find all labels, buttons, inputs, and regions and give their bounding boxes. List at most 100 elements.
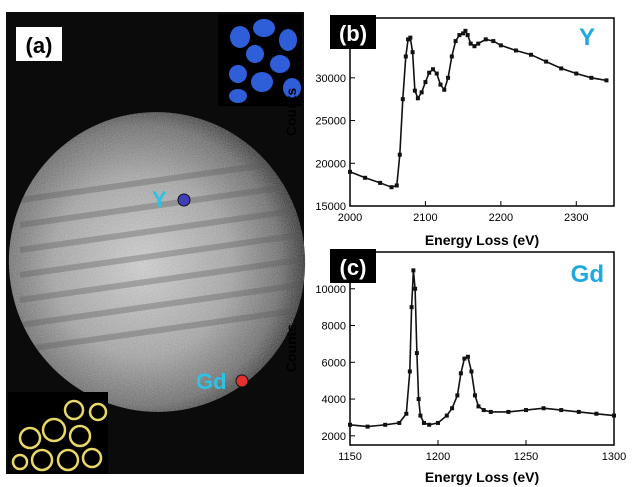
panel-b-xtick-label: 2200 (489, 212, 513, 224)
panel-c-xtick-label: 1200 (426, 451, 450, 463)
gd-map-inset (8, 392, 108, 474)
panel-c-data-point (409, 305, 414, 310)
panel-c-data-point (541, 406, 546, 411)
panel-b-data-point (415, 96, 420, 101)
panel-b-data-point (544, 59, 549, 64)
y-map-inset (218, 14, 302, 106)
panel-c-data-point (462, 356, 467, 361)
panel-c-plot-area (349, 251, 615, 446)
panel-c-data-point (411, 268, 416, 273)
panel-c-data-point (397, 420, 402, 425)
panel-c-xtick-label: 1250 (514, 451, 538, 463)
panel-b-xtick-label: 2300 (564, 212, 588, 224)
panel-b-data-point (419, 90, 424, 95)
panel-b-data-point (410, 50, 415, 55)
panel-c-data-point (416, 397, 421, 402)
panel-c-label: (c) (340, 255, 367, 280)
panel-c-label-box (330, 249, 376, 283)
panel-b-data-point (442, 87, 447, 92)
panel-b-data-point (438, 82, 443, 87)
panel-b-series-line (349, 29, 607, 189)
panel-c-data-point (481, 408, 486, 413)
panel-b-data-point (408, 35, 413, 40)
panel-c-ytick-label: 10000 (315, 284, 346, 296)
panel-c-data-point (559, 408, 564, 413)
panel-c-element-label: Gd (571, 261, 604, 288)
panel-b-data-point (430, 67, 435, 72)
panel-c-data-point (524, 408, 528, 413)
panel-c-data-point (418, 413, 423, 418)
panel-b-data-point (461, 31, 466, 36)
panel-b-ylabel: Counts (283, 88, 299, 136)
marker-dot-gd (235, 374, 249, 388)
panel-b-data-point (529, 52, 534, 57)
panel-b-data-point (446, 75, 451, 80)
panel-c-xtick-label: 1300 (602, 451, 626, 463)
panel-c-ytick-label: 4000 (322, 394, 346, 406)
panel-b-data-point (491, 39, 496, 44)
panel-b-data-point (453, 39, 458, 44)
panel-c-ylabel: Counts (283, 324, 299, 372)
panel-c-series-line (349, 270, 615, 428)
panel-c-series (348, 268, 616, 429)
panel-c-data-point (465, 354, 470, 359)
panel-b-data-point (574, 71, 579, 76)
panel-b-ticks: 2000 2100 2200 2300 15000 20000 25000 30000 (315, 73, 588, 224)
panel-c-data-point (612, 413, 616, 418)
panel-b-data-point (427, 70, 432, 75)
panel-b-data-point (397, 152, 402, 157)
panel-c-data-point (414, 351, 419, 356)
panel-b-data-point (400, 97, 405, 102)
panel-c-data-point (348, 422, 352, 427)
panel-c-data-point (506, 409, 511, 414)
panel-c-data-point (383, 422, 388, 427)
marker-dot-y (177, 193, 191, 207)
panel-b-label-box (330, 15, 376, 49)
panel-b-data-point (483, 37, 488, 42)
panel-b-data-point (348, 169, 352, 174)
panel-c-data-point (458, 371, 463, 376)
panel-c-data-point (576, 409, 581, 414)
panel-b-data-point (389, 185, 394, 190)
panel-c: (c) Gd 1150 1200 1250 130020004000600080001… (283, 249, 626, 485)
panel-c-data-point (407, 369, 412, 374)
panel-b-data-point (559, 66, 564, 71)
panel-b-series (348, 28, 609, 190)
panel-b-data-point (403, 54, 408, 59)
panel-c-data-point (404, 411, 409, 416)
panel-b-data-point (513, 48, 518, 53)
panel-c-data-point (365, 424, 370, 429)
panel-b-data-point (465, 33, 470, 38)
panel-a: (a) Y Gd (0, 12, 320, 474)
panel-c-data-point (488, 409, 493, 414)
panel-c-data-point (476, 404, 481, 409)
panel-b-data-point (463, 28, 468, 33)
panel-c-data-point (455, 393, 460, 398)
panel-b-data-point (476, 41, 481, 46)
panel-b-data-point (378, 180, 383, 185)
panel-c-ytick-label: 8000 (322, 321, 346, 333)
panel-b-label: (b) (339, 21, 367, 46)
panel-b-data-point (498, 43, 503, 48)
panel-b-xtick-label: 2000 (338, 212, 362, 224)
panel-b-data-point (363, 175, 368, 180)
panel-b-data-point (468, 41, 473, 46)
marker-label-y: Y (152, 187, 167, 212)
panel-b-element-label: Y (579, 24, 595, 51)
panel-b-data-point (394, 183, 399, 188)
panel-b-data-point (449, 54, 454, 59)
panel-b-data-point (472, 44, 477, 49)
panel-b-data-point (406, 37, 411, 42)
panel-c-xlabel: Energy Loss (eV) (425, 469, 539, 485)
panel-b-xtick-label: 2100 (413, 212, 437, 224)
panel-c-ytick-label: 2000 (322, 431, 346, 443)
panel-c-data-point (594, 411, 599, 416)
panel-b-data-point (434, 71, 439, 76)
panel-b-ytick-label: 30000 (315, 73, 346, 85)
panel-c-xtick-label: 1150 (338, 451, 362, 463)
panel-c-data-point (472, 393, 477, 398)
panel-b-data-point (589, 75, 594, 80)
panel-c-data-point (413, 286, 418, 291)
panel-c-data-point (427, 422, 432, 427)
